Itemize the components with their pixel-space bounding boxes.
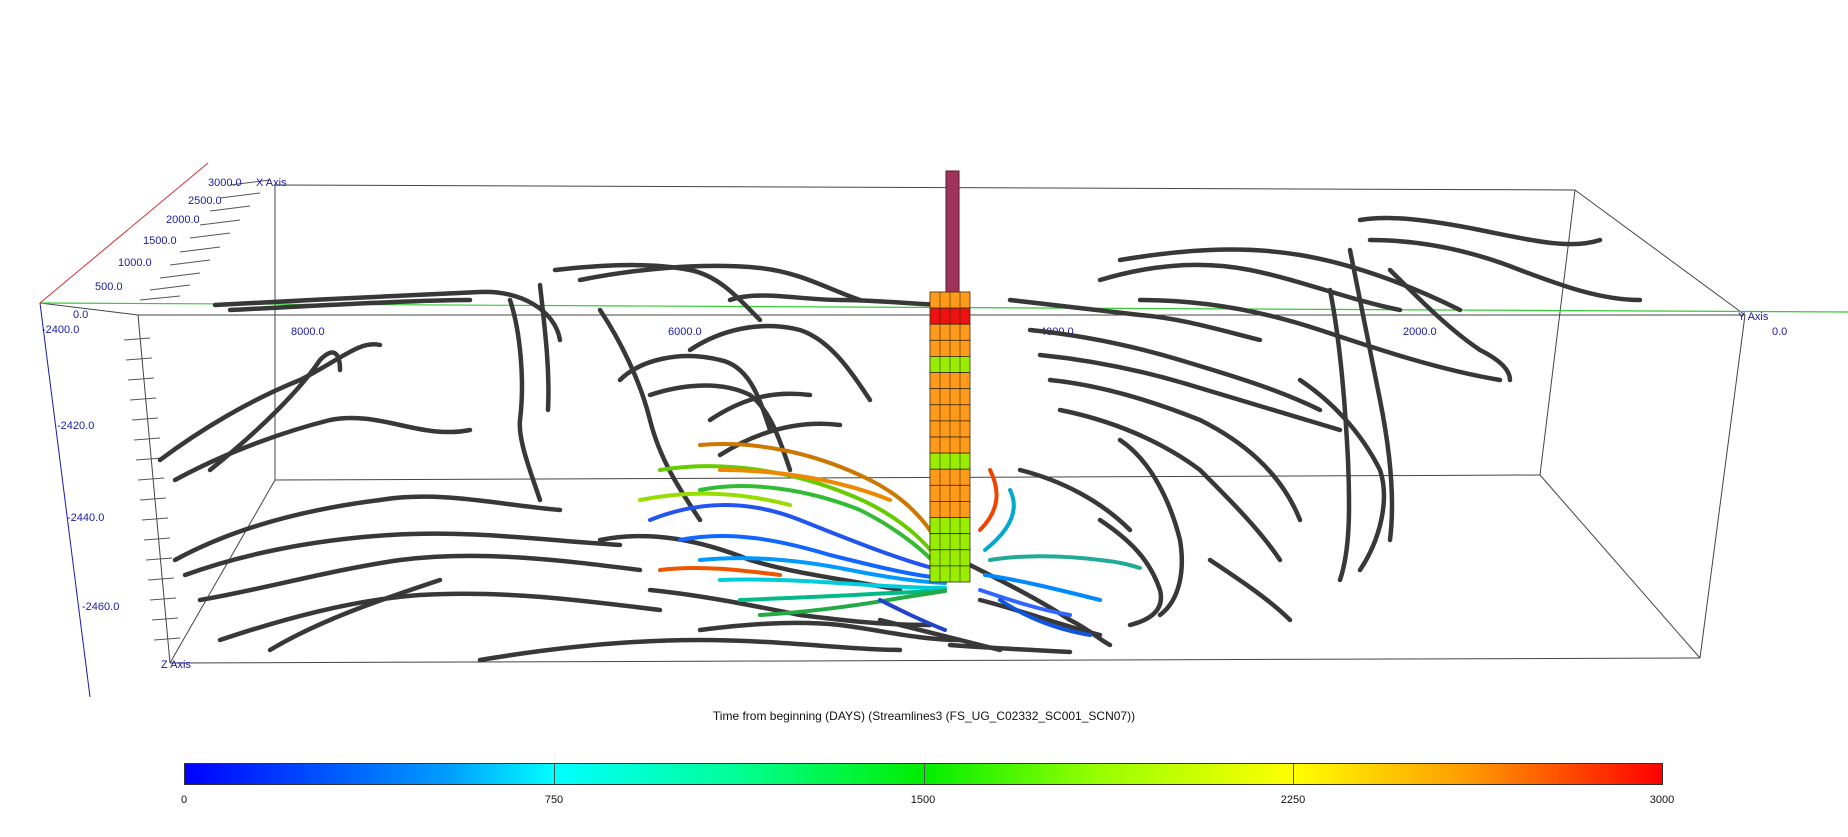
y-axis-tick-4: 0.0 (1772, 326, 1787, 338)
z-axis-tick-0: -2400.0 (42, 324, 79, 336)
x-axis-tick-2: 1000.0 (118, 257, 152, 269)
y-axis-tick-0: 8000.0 (291, 326, 325, 338)
colorbar-caption: Time from beginning (DAYS) (Streamlines3… (712, 709, 1136, 723)
colorbar-label-2250: 2250 (1280, 794, 1306, 806)
x-axis-tick-4: 2000.0 (166, 214, 200, 226)
y-axis-tick-3: 2000.0 (1403, 326, 1437, 338)
x-axis-tick-1: 500.0 (95, 281, 123, 293)
z-axis-line (39, 302, 91, 698)
well-pipe (945, 170, 960, 301)
colorbar-divider (1292, 764, 1294, 784)
inactive-streamlines (157, 215, 1643, 663)
colorbar-divider (923, 764, 925, 784)
y-axis-name: Y Axis (1738, 311, 1769, 323)
z-axis-tick-2: -2440.0 (67, 512, 104, 524)
colorbar-label-3000: 3000 (1649, 794, 1675, 806)
z-axis-name: Z Axis (161, 659, 191, 671)
well-column (929, 291, 971, 583)
active-streamlines (638, 442, 1142, 637)
x-axis-line (39, 162, 209, 304)
x-axis-tick-5: 2500.0 (188, 195, 222, 207)
z-axis-tick-3: -2460.0 (82, 601, 119, 613)
x-axis-tick-6: 3000.0 (208, 177, 242, 189)
colorbar (184, 763, 1663, 785)
colorbar-label-0: 0 (180, 794, 188, 806)
x-axis-tick-0: 0.0 (73, 309, 88, 321)
x-axis-ticks (139, 179, 271, 301)
colorbar-divider (554, 764, 556, 784)
x-axis-name: X Axis (256, 177, 287, 189)
colorbar-label-750: 750 (544, 794, 564, 806)
z-axis-ticks (123, 337, 181, 641)
x-axis-tick-3: 1500.0 (143, 235, 177, 247)
y-axis-tick-1: 6000.0 (668, 326, 702, 338)
colorbar-label-1500: 1500 (910, 794, 936, 806)
z-axis-tick-1: -2420.0 (57, 420, 94, 432)
